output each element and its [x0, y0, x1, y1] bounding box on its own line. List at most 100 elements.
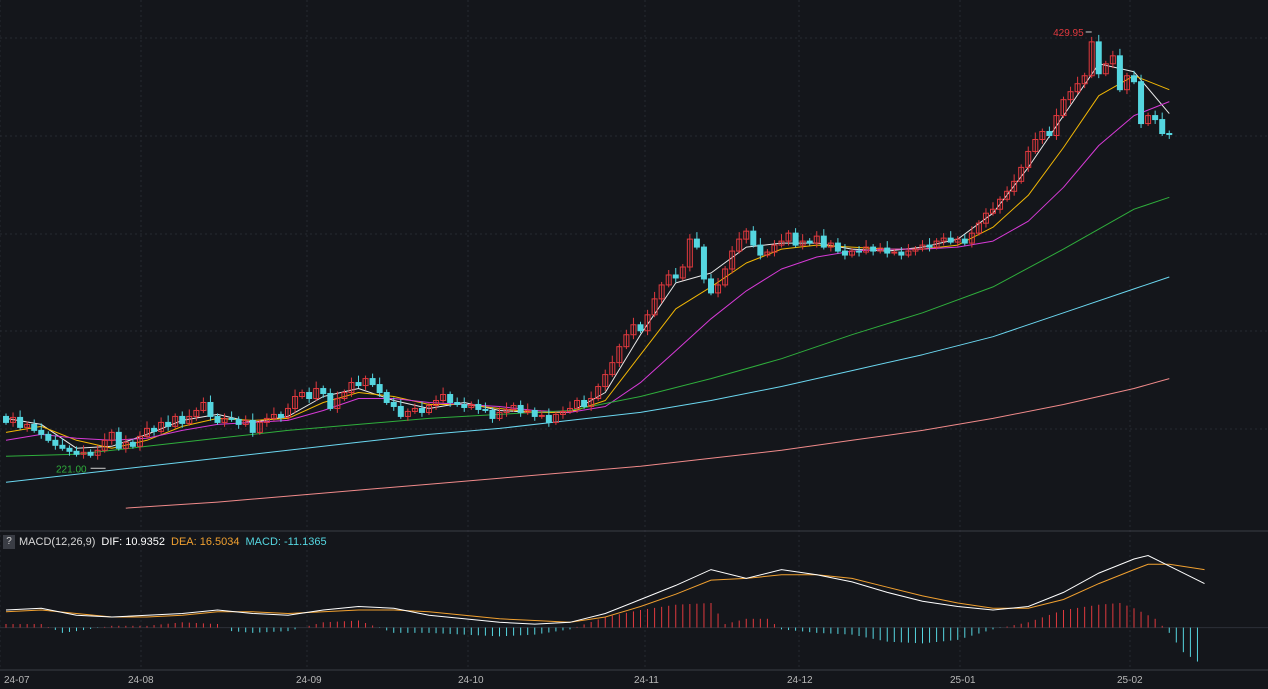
candle-body	[165, 421, 172, 427]
candle-body	[905, 250, 912, 256]
candle-down	[52, 435, 59, 450]
candle-body	[151, 427, 158, 432]
candle-up	[982, 208, 989, 228]
candle-body	[390, 401, 397, 407]
candle-body	[136, 435, 143, 447]
candle-body	[933, 240, 940, 248]
candle-up	[552, 411, 559, 425]
candle-body	[38, 429, 45, 435]
candle-down	[151, 425, 158, 436]
candle-down	[327, 388, 334, 411]
candle-up	[122, 435, 129, 453]
candle-body	[1116, 55, 1123, 91]
candle-up	[263, 413, 270, 427]
candle-up	[771, 240, 778, 257]
candle-body	[1074, 83, 1081, 93]
candle-body	[856, 250, 863, 253]
candle-body	[799, 240, 806, 246]
candle-body	[524, 409, 531, 413]
candle-body	[270, 413, 277, 419]
candle-body	[1004, 190, 1011, 200]
candle-body	[144, 427, 150, 437]
candle-body	[235, 418, 242, 425]
candle-down	[1116, 48, 1123, 93]
candle-body	[369, 378, 376, 386]
candle-down	[383, 389, 390, 405]
candle-up	[559, 406, 566, 419]
candle-down	[306, 387, 313, 403]
candle-down	[834, 238, 841, 254]
candle-up	[24, 421, 31, 432]
candle-body	[355, 382, 362, 387]
candle-down	[165, 415, 172, 431]
candle-up	[686, 234, 693, 272]
candle-body	[447, 394, 454, 403]
candle-body	[249, 419, 256, 433]
candle-body	[700, 246, 707, 280]
candle-down	[1152, 110, 1159, 124]
candle-body	[503, 408, 510, 413]
candle-body	[517, 404, 524, 413]
candle-body	[31, 423, 38, 431]
candle-body	[433, 399, 440, 406]
help-icon[interactable]: ?	[3, 535, 15, 549]
candle-up	[1060, 96, 1067, 118]
candle-up	[630, 317, 637, 340]
candle-up	[94, 445, 101, 460]
candle-body	[778, 240, 785, 246]
candle-body	[785, 232, 792, 242]
candle-down	[531, 407, 538, 421]
candle-down	[708, 273, 714, 296]
candle-up	[990, 202, 996, 216]
candle-body	[750, 230, 757, 246]
candle-body	[559, 410, 566, 415]
macd-panel	[5, 554, 1205, 662]
candle-body	[440, 394, 447, 401]
candle-body	[306, 392, 313, 399]
candle-body	[1039, 131, 1046, 140]
candle-body	[10, 416, 17, 423]
candle-body	[411, 407, 418, 412]
candle-body	[214, 415, 221, 423]
candle-body	[256, 421, 263, 433]
candle-up	[193, 407, 200, 421]
ma60-line	[5, 196, 1170, 457]
candle-body	[982, 212, 989, 224]
candle-up	[743, 228, 750, 244]
candle-up	[954, 236, 961, 247]
dea-line	[5, 563, 1205, 623]
candle-down	[38, 423, 45, 439]
candle-body	[891, 251, 898, 254]
candle-down	[129, 439, 136, 449]
candle-up	[919, 240, 926, 252]
candle-body	[461, 403, 468, 408]
candle-up	[348, 377, 355, 397]
candle-body	[426, 404, 432, 413]
candle-down	[66, 445, 73, 456]
candle-up	[968, 226, 975, 248]
candle-body	[1166, 133, 1173, 136]
candle-up	[108, 429, 115, 445]
candle-down	[637, 321, 644, 334]
x-tick-label: 24-10	[458, 675, 484, 686]
candle-up	[362, 375, 369, 390]
candle-body	[940, 237, 947, 242]
candle-body	[1032, 139, 1039, 152]
candle-up	[1025, 146, 1032, 172]
candle-down	[820, 229, 827, 250]
candle-up	[524, 403, 531, 415]
candle-down	[884, 241, 891, 258]
candle-down	[947, 231, 954, 245]
candle-body	[341, 392, 348, 399]
candle-body	[630, 324, 637, 336]
candle-up	[849, 248, 855, 258]
candle-down	[369, 373, 376, 387]
candle-body	[658, 284, 665, 300]
candle-body	[764, 251, 771, 256]
candle-body	[884, 247, 891, 254]
candle-body	[1025, 150, 1032, 168]
high-price-label: 429.95	[1053, 28, 1084, 39]
candle-body	[454, 401, 461, 405]
candle-down	[418, 401, 425, 417]
